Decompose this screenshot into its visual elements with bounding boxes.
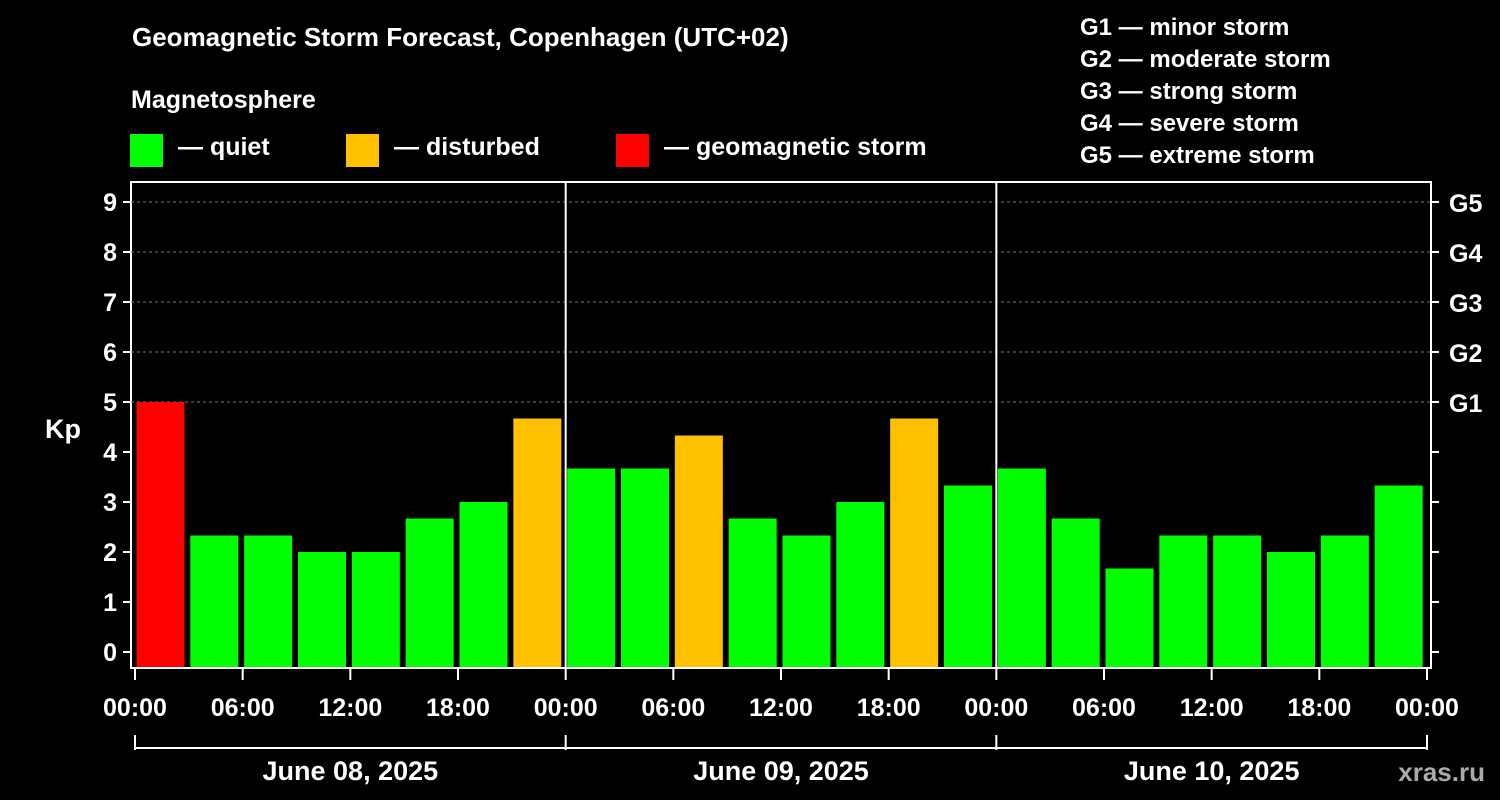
scale-g3: G3 — strong storm	[1080, 78, 1298, 105]
scale-g4: G4 — severe storm	[1080, 110, 1299, 137]
y-tick-label: 4	[103, 439, 117, 467]
y-tick-label: 3	[103, 489, 117, 517]
kp-bar	[567, 468, 616, 667]
date-label: June 09, 2025	[693, 756, 869, 786]
kp-bar	[351, 552, 400, 667]
y-tick-label: 5	[103, 389, 117, 417]
date-label: June 10, 2025	[1124, 756, 1300, 786]
x-tick-label: 18:00	[857, 694, 921, 722]
y-tick-label: 7	[103, 289, 117, 317]
y-tick-label: 6	[103, 339, 117, 367]
y-tick-label: 9	[103, 189, 117, 217]
kp-bar	[1213, 535, 1262, 667]
kp-bar	[405, 518, 454, 667]
y-tick-label: 8	[103, 239, 117, 267]
kp-bar	[1320, 535, 1369, 667]
kp-bar	[782, 535, 831, 667]
y-tick-label: 0	[103, 639, 117, 667]
legend-swatch-quiet	[130, 134, 163, 167]
kp-bar	[1374, 485, 1423, 667]
x-tick-label: 12:00	[749, 694, 813, 722]
kp-bar	[621, 468, 669, 667]
chart-title: Geomagnetic Storm Forecast, Copenhagen (…	[132, 22, 789, 52]
right-axis-label: G3	[1449, 290, 1482, 318]
x-tick-label: 00:00	[964, 694, 1028, 722]
kp-bar	[944, 485, 992, 667]
x-tick-label: 18:00	[426, 694, 490, 722]
x-tick-label: 00:00	[103, 694, 167, 722]
legend-label-storm: — geomagnetic storm	[664, 133, 927, 161]
x-tick-label: 00:00	[1395, 694, 1459, 722]
legend-swatch-disturbed	[346, 134, 379, 167]
kp-bar	[1105, 568, 1154, 667]
kp-bar	[298, 552, 346, 667]
kp-bar	[1159, 535, 1208, 667]
x-tick-label: 06:00	[641, 694, 705, 722]
kp-bar	[890, 418, 939, 667]
x-tick-label: 06:00	[1072, 694, 1136, 722]
kp-bar	[136, 402, 185, 667]
x-tick-label: 06:00	[211, 694, 275, 722]
x-tick-label: 18:00	[1287, 694, 1351, 722]
kp-bar	[728, 518, 777, 667]
kp-bar	[674, 435, 723, 667]
legend-label-disturbed: — disturbed	[394, 133, 540, 161]
x-tick-label: 00:00	[534, 694, 598, 722]
right-axis-label: G4	[1449, 240, 1482, 268]
kp-bar	[1051, 518, 1100, 667]
legend-swatch-storm	[616, 134, 649, 167]
kp-bar	[513, 418, 562, 667]
scale-g2: G2 — moderate storm	[1080, 46, 1331, 73]
magnetosphere-label: Magnetosphere	[131, 86, 316, 114]
x-tick-label: 12:00	[318, 694, 382, 722]
date-label: June 08, 2025	[263, 756, 439, 786]
y-tick-label: 1	[103, 589, 117, 617]
y-axis-label: Kp	[45, 414, 81, 444]
right-axis-label: G5	[1449, 190, 1482, 218]
kp-bar	[1267, 552, 1315, 667]
x-tick-label: 12:00	[1180, 694, 1244, 722]
right-axis-label: G2	[1449, 340, 1482, 368]
scale-g5: G5 — extreme storm	[1080, 142, 1315, 169]
right-axis-label: G1	[1449, 390, 1482, 418]
legend-label-quiet: — quiet	[178, 133, 270, 161]
kp-bar	[190, 535, 239, 667]
scale-g1: G1 — minor storm	[1080, 14, 1290, 41]
kp-bar	[459, 502, 508, 667]
kp-bar	[836, 502, 885, 667]
watermark: xras.ru	[1398, 757, 1485, 787]
kp-bar	[997, 468, 1046, 667]
y-tick-label: 2	[103, 539, 117, 567]
kp-bar	[244, 535, 293, 667]
